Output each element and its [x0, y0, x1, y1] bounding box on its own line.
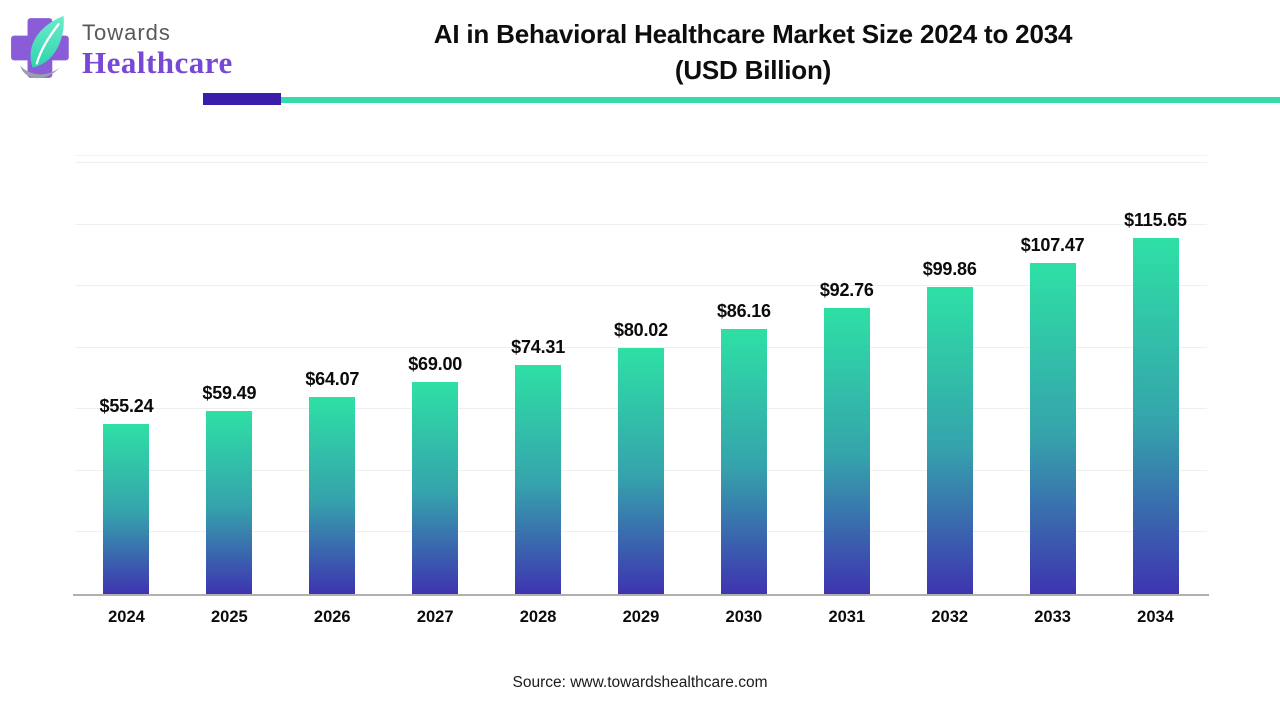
- bar-2033: [1029, 263, 1076, 594]
- bar-2026: [309, 396, 356, 594]
- bar-2028: [515, 365, 562, 594]
- bar-column: $64.07: [281, 156, 384, 594]
- bar-column: $86.16: [692, 156, 795, 594]
- x-axis-line: [73, 594, 1209, 596]
- x-axis-label: 2024: [108, 608, 145, 626]
- bar-2024: [103, 423, 150, 594]
- bar-column: $74.31: [487, 156, 590, 594]
- gridline: [75, 346, 1207, 348]
- bar-column: $107.47: [1001, 156, 1104, 594]
- bar-value-label: $92.76: [819, 280, 874, 301]
- x-axis-label: 2030: [725, 608, 763, 626]
- bar-column: $115.65: [1104, 156, 1207, 594]
- bar-2029: [617, 347, 664, 594]
- x-axis-label: 2025: [211, 608, 248, 626]
- bar-value-label: $64.07: [305, 368, 360, 389]
- bar-column: $80.02: [590, 156, 693, 594]
- bar-column: $55.24: [75, 156, 178, 594]
- gridline: [75, 162, 1207, 164]
- bar-2032: [926, 286, 973, 594]
- chart-title-line2: (USD Billion): [674, 55, 832, 85]
- gridline: [75, 223, 1207, 225]
- bar-value-label: $74.31: [511, 337, 566, 358]
- bar-value-label: $115.65: [1124, 210, 1187, 231]
- bar-value-label: $69.00: [408, 353, 463, 374]
- footer: Source: www.towardshealthcare.com: [0, 674, 1280, 692]
- x-axis-label: 2032: [931, 608, 969, 626]
- bar-column: $69.00: [384, 156, 487, 594]
- x-axis-label: 2029: [622, 608, 660, 626]
- bar-value-label: $86.16: [716, 300, 771, 321]
- x-axis-label: 2027: [416, 608, 454, 626]
- brand-logo: Towards Healthcare: [10, 14, 233, 82]
- x-axis-label: 2028: [519, 608, 557, 626]
- source-text: Source: www.towardshealthcare.com: [512, 674, 768, 691]
- bar-column: $59.49: [178, 156, 281, 594]
- bar-value-label: $107.47: [1020, 235, 1085, 256]
- bar-2031: [823, 308, 870, 594]
- bar-2027: [412, 381, 459, 594]
- chart-title-line1: AI in Behavioral Healthcare Market Size …: [433, 19, 1073, 49]
- logo-word-towards: Towards: [82, 20, 171, 45]
- x-axis-label: 2034: [1137, 608, 1174, 626]
- logo-cross-leaf-icon: [11, 16, 69, 79]
- chart-title: AI in Behavioral Healthcare Market Size …: [226, 16, 1280, 88]
- bar-value-label: $80.02: [614, 319, 668, 340]
- bar-2034: [1132, 238, 1179, 594]
- bar-value-label: $59.49: [202, 382, 257, 403]
- x-axis-label: 2026: [313, 608, 351, 626]
- bar-value-label: $99.86: [922, 258, 977, 279]
- x-axis-label: 2031: [828, 608, 866, 626]
- accent-underline-purple: [203, 93, 281, 105]
- plot-area: $55.24 $59.49 $64.07 $69.00 $74.31 $80.02 $86.…: [73, 155, 1209, 596]
- accent-underline-teal: [281, 97, 1280, 103]
- bar-value-label: $55.24: [99, 395, 154, 416]
- gridline: [75, 285, 1207, 287]
- x-axis-label: 2033: [1034, 608, 1071, 626]
- brand-wordmark: Towards Healthcare: [82, 14, 233, 80]
- bar-column: $99.86: [898, 156, 1001, 594]
- bar-column: $92.76: [795, 156, 898, 594]
- bar-2030: [720, 328, 767, 594]
- bars-container: $55.24 $59.49 $64.07 $69.00 $74.31 $80.02 $86.…: [75, 156, 1207, 594]
- bar-2025: [206, 410, 253, 594]
- logo-word-healthcare: Healthcare: [82, 45, 233, 80]
- x-axis-labels: 2024 2025 2026 2027 2028 2029 2030 2031 2032 2033…: [75, 608, 1207, 627]
